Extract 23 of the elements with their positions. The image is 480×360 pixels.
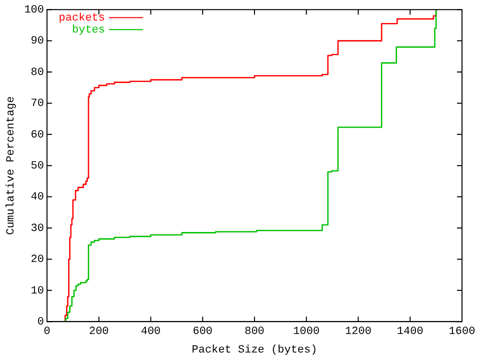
x-tick-label: 200 — [88, 326, 109, 338]
y-tick-label: 60 — [30, 129, 44, 142]
x-tick-label: 1400 — [396, 326, 424, 338]
x-tick-label: 1600 — [448, 326, 476, 338]
x-tick-label: 1200 — [345, 326, 372, 338]
legend-label: bytes — [72, 24, 106, 37]
y-tick-label: 50 — [30, 160, 44, 173]
y-tick-label: 20 — [30, 254, 44, 266]
x-tick-label: 1000 — [293, 326, 320, 338]
y-tick-label: 0 — [37, 316, 44, 329]
y-tick-label: 100 — [24, 4, 44, 17]
x-axis-title: Packet Size (bytes) — [192, 344, 318, 356]
x-tick-label: 800 — [244, 326, 264, 338]
x-tick-label: 600 — [192, 326, 213, 338]
y-tick-label: 90 — [30, 36, 44, 48]
y-tick-label: 30 — [30, 222, 44, 235]
y-tick-label: 40 — [30, 192, 44, 204]
y-tick-label: 80 — [30, 66, 44, 79]
x-tick-label: 400 — [140, 326, 161, 338]
y-tick-label: 10 — [30, 285, 44, 298]
legend-label: packets — [58, 12, 106, 25]
y-tick-label: 70 — [30, 98, 44, 110]
y-axis-title: Cumulative Percentage — [6, 96, 18, 235]
